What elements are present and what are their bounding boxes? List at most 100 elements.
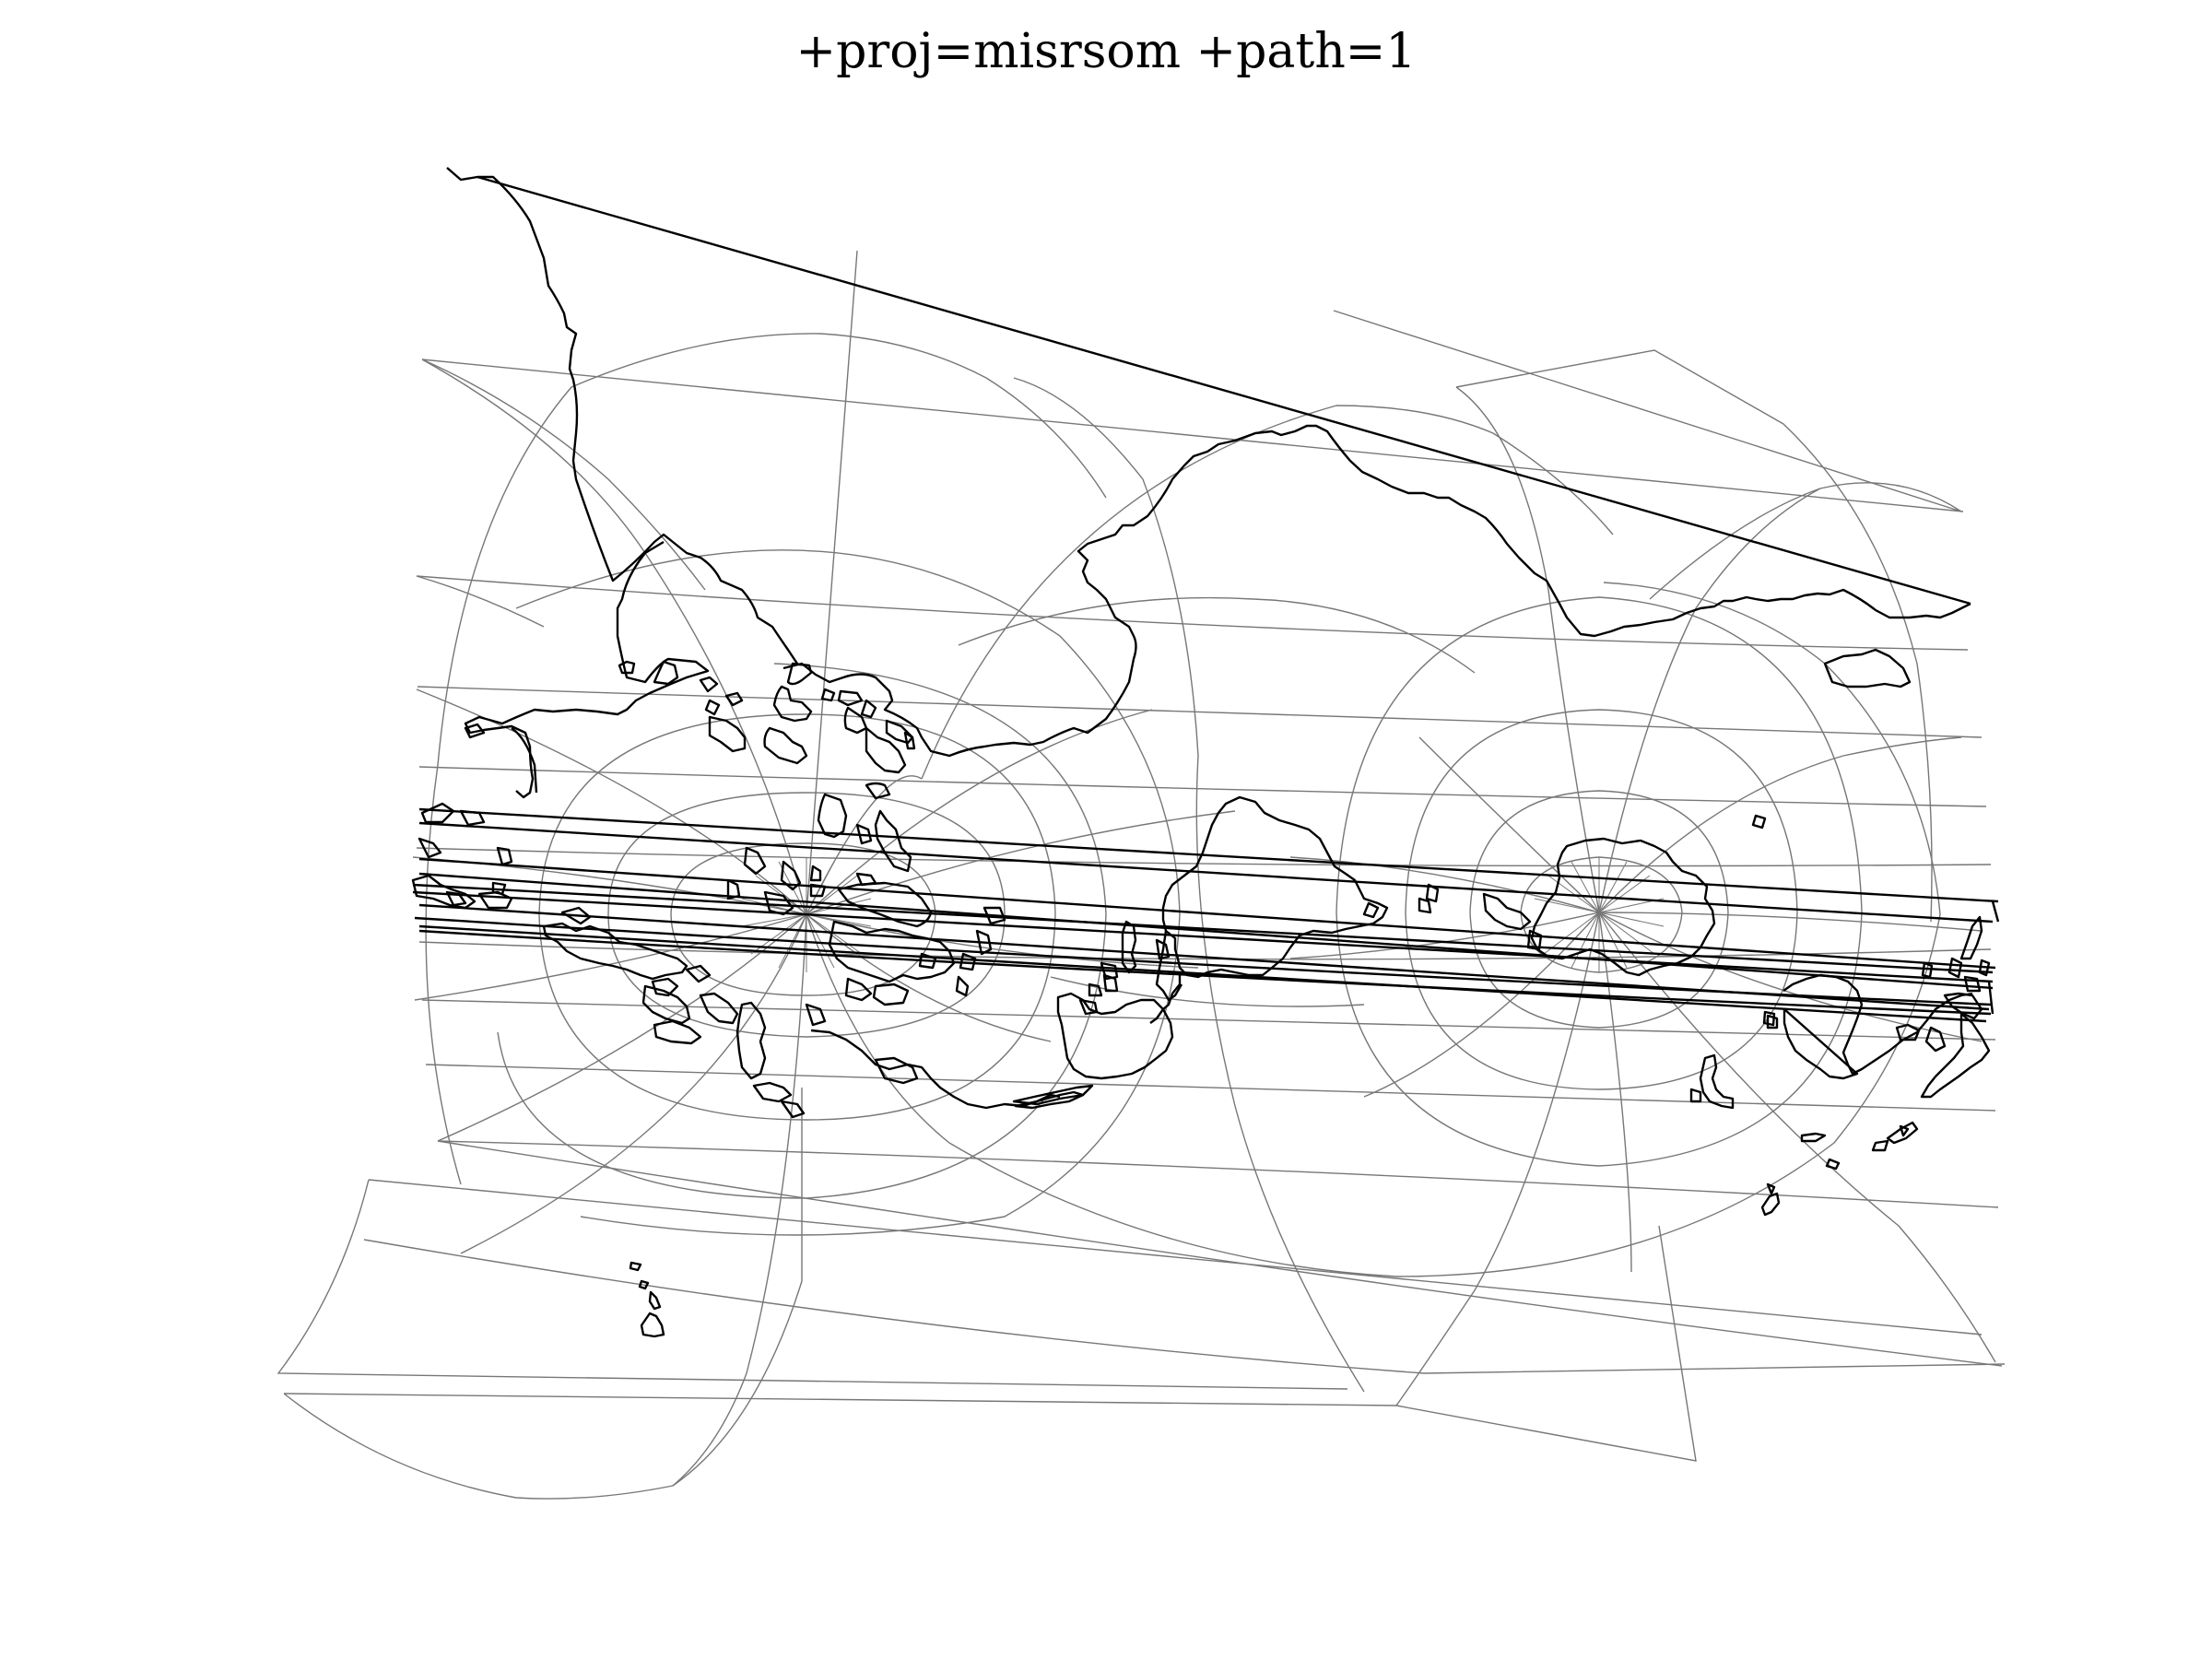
coastline (763, 890, 794, 916)
coastline (955, 975, 970, 997)
graticule-circle (515, 549, 1181, 1236)
coastline (464, 723, 486, 739)
coastline (772, 685, 813, 723)
coastline (1530, 837, 1716, 977)
graticule-meridian (806, 913, 950, 1144)
coastline (817, 793, 848, 839)
swath-line (1991, 900, 2000, 923)
graticule-meridian (1598, 736, 1962, 913)
graticule-circle (538, 713, 1056, 1121)
coastline (1526, 929, 1543, 951)
graticule-line (276, 1179, 1348, 1390)
coastline (1978, 959, 1991, 977)
coastline (1102, 973, 1119, 993)
swath-line (418, 872, 1994, 990)
coastline (1161, 795, 1389, 979)
graticule-line (421, 999, 1996, 1041)
coastline (638, 1279, 650, 1290)
coastline (763, 726, 808, 765)
coastline (726, 878, 741, 900)
coastlines (411, 167, 1991, 1338)
right-pole-spokes (1534, 857, 1665, 972)
graticule-meridian (1598, 488, 1821, 913)
graticule-meridian (806, 913, 1052, 1042)
coastline (477, 890, 513, 910)
coastline (874, 1056, 919, 1085)
graticule-line (425, 1064, 1996, 1112)
swath-line (418, 821, 1994, 924)
coastline (828, 920, 956, 983)
graticule-meridian (806, 913, 1199, 969)
graticule-meridian (1455, 386, 1600, 913)
coastline (1482, 892, 1532, 931)
swath-line (414, 916, 1992, 1006)
graticule-circle (416, 575, 545, 628)
coastline (496, 846, 513, 866)
graticule-meridian (1418, 736, 1600, 913)
coastline (855, 823, 873, 845)
graticule-meridian (806, 810, 1236, 915)
graticule-circle (1455, 349, 1933, 923)
coastline (1751, 814, 1767, 830)
coastline (411, 874, 477, 910)
swath-line (1987, 981, 1994, 1015)
coastline (865, 726, 907, 774)
coastline (820, 688, 836, 702)
swath-line (418, 857, 1996, 970)
graticule-meridian (1598, 912, 1996, 1363)
coastline (1825, 1158, 1841, 1171)
graticule-line (416, 575, 1969, 651)
graticule-line (437, 1140, 1999, 1208)
coastline (885, 719, 914, 745)
coastline (1920, 1012, 1991, 1099)
coastline (735, 1001, 767, 1080)
graticule-line (283, 1088, 803, 1500)
graticule-meridian (1598, 912, 1983, 932)
coastline (699, 992, 739, 1025)
coastline (1871, 1139, 1889, 1152)
graticule-meridian (416, 688, 807, 915)
graticule-circle (1013, 377, 1365, 1393)
coastline (446, 167, 798, 665)
graticule-meridian (806, 250, 858, 915)
coastline (865, 782, 891, 800)
graticule-line (368, 1179, 1983, 1335)
graticule-circle (958, 596, 1476, 674)
coastline (1947, 957, 1963, 979)
coastline (1149, 972, 1182, 1024)
coastline (786, 662, 813, 686)
coastline (685, 964, 712, 983)
graticule-meridian (1395, 912, 1600, 1406)
coastline (782, 424, 1971, 758)
coastline (1100, 961, 1119, 981)
graticule-line (1333, 310, 1962, 512)
coastline (418, 837, 442, 859)
graticule-circle (1405, 709, 1798, 1090)
graticule-meridian (806, 709, 1153, 915)
coastline (1699, 1053, 1735, 1110)
graticule-circle (607, 792, 1006, 1038)
graticule-meridian (1289, 856, 1600, 913)
coastline (1121, 920, 1137, 974)
coastline (860, 699, 877, 719)
graticule-meridian (1598, 912, 1632, 1273)
graticule-circle (670, 842, 936, 996)
coastline (837, 689, 864, 707)
coastline (1899, 1124, 1910, 1137)
coastline (780, 860, 802, 891)
graticule-line (418, 766, 1987, 807)
coastline (1056, 992, 1174, 1080)
map-title: +proj=misrsom +path=1 (795, 24, 1417, 79)
coastline (874, 809, 912, 873)
coastline (641, 984, 691, 1025)
coastline (982, 906, 1006, 925)
coastline (1155, 938, 1171, 960)
coastline (542, 922, 688, 981)
coastline (1766, 1182, 1776, 1195)
coastline (1425, 883, 1440, 903)
graticule-meridian (672, 913, 807, 1487)
coastline (752, 1081, 793, 1103)
coastline (420, 802, 455, 824)
coastline (699, 676, 719, 693)
